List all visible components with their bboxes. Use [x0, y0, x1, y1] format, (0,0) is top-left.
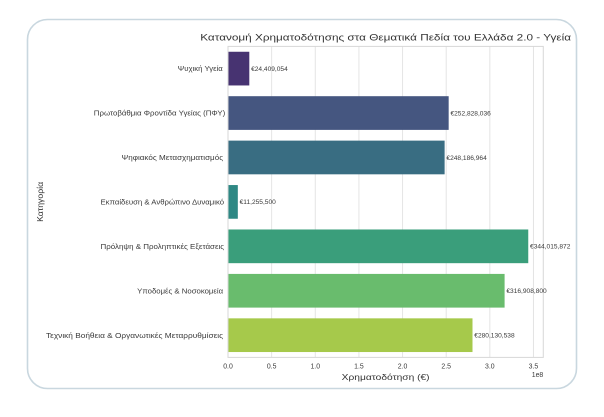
svg-text:Πρωτοβάθμια Φροντίδα Υγείας (Π: Πρωτοβάθμια Φροντίδα Υγείας (ΠΦΥ)	[94, 109, 226, 118]
svg-text:3.0: 3.0	[485, 363, 495, 370]
svg-text:0.0: 0.0	[223, 363, 233, 370]
svg-text:Κατανομή Χρηματοδότησης στα Θε: Κατανομή Χρηματοδότησης στα Θεματικά Πεδ…	[200, 33, 571, 44]
svg-text:Χρηματοδότηση (€): Χρηματοδότηση (€)	[342, 373, 430, 382]
svg-text:2.0: 2.0	[398, 363, 408, 370]
svg-text:€316,908,800: €316,908,800	[506, 288, 547, 295]
svg-text:Υποδομές & Νοσοκομεία: Υποδομές & Νοσοκομεία	[137, 286, 224, 295]
svg-text:Πρόληψη & Προληπτικές Εξετάσει: Πρόληψη & Προληπτικές Εξετάσεις	[101, 242, 225, 251]
svg-text:Ψηφιακός Μετασχηματισμός: Ψηφιακός Μετασχηματισμός	[122, 153, 224, 162]
svg-text:€24,409,054: €24,409,054	[251, 66, 288, 73]
svg-text:0.5: 0.5	[267, 363, 277, 370]
svg-text:€344,015,872: €344,015,872	[530, 244, 571, 251]
svg-text:€248,186,964: €248,186,964	[446, 155, 487, 162]
svg-text:Κατηγορία: Κατηγορία	[36, 182, 45, 222]
svg-text:Τεχνική Βοήθεια & Οργανωτικές: Τεχνική Βοήθεια & Οργανωτικές Μεταρρυθμί…	[46, 331, 224, 340]
svg-text:2.5: 2.5	[441, 363, 451, 370]
svg-text:Ψυχική Υγεία: Ψυχική Υγεία	[178, 64, 224, 73]
svg-text:1.5: 1.5	[354, 363, 364, 370]
svg-text:1e8: 1e8	[532, 372, 544, 379]
svg-text:Εκπαίδευση & Ανθρώπινο Δυναμικ: Εκπαίδευση & Ανθρώπινο Δυναμικό	[101, 198, 225, 207]
svg-text:€11,255,500: €11,255,500	[240, 199, 277, 206]
svg-text:1.0: 1.0	[310, 363, 320, 370]
svg-text:3.5: 3.5	[529, 363, 539, 370]
svg-text:€280,130,538: €280,130,538	[474, 332, 515, 339]
svg-text:€252,828,036: €252,828,036	[450, 110, 491, 117]
